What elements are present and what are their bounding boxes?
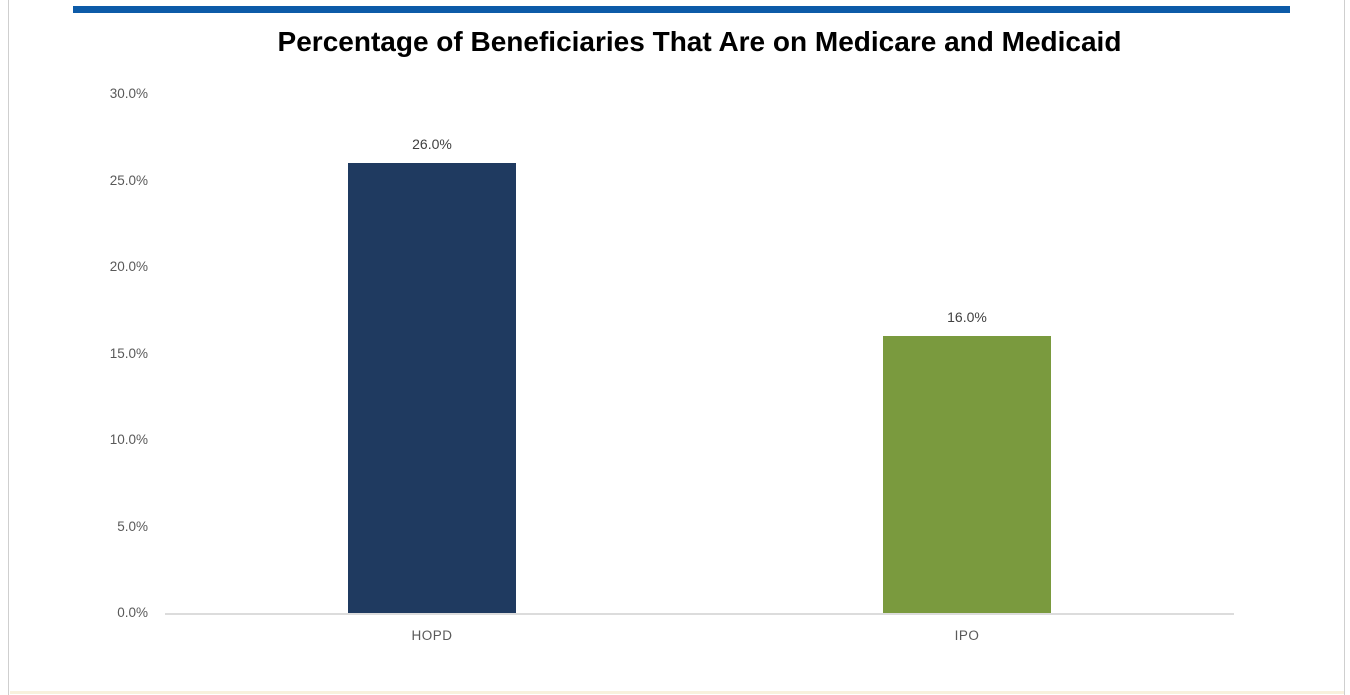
y-axis-tick-label: 0.0% [117,605,148,620]
chart-title: Percentage of Beneficiaries That Are on … [277,26,1122,57]
y-axis-tick-label: 25.0% [109,172,148,188]
chart-bar-ipo[interactable] [883,336,1051,613]
bar-value-label: 26.0% [412,136,452,153]
page-edge-left [8,0,9,695]
chart-bar-hopd[interactable] [348,163,516,613]
y-axis-tick-label: 5.0% [117,518,148,534]
page-edge-right [1344,0,1345,695]
x-axis-category-label: IPO [954,628,980,643]
top-accent-rule [73,6,1290,13]
bar-value-label: 16.0% [947,309,987,326]
y-axis-tick-label: 15.0% [109,345,148,361]
x-axis-category-label: HOPD [411,628,453,643]
x-axis-line [165,613,1234,615]
y-axis-tick-label: 20.0% [109,259,148,274]
cutoff-element-edge [10,691,1344,694]
y-axis-tick-label: 10.0% [109,432,148,447]
y-axis-tick-label: 30.0% [109,86,148,101]
